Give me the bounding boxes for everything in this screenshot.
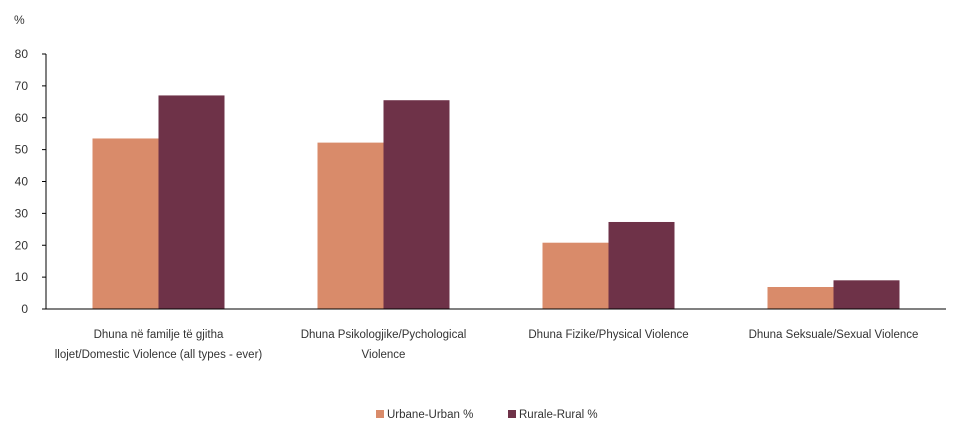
bar-rural-3: [833, 280, 900, 309]
x-category-label: Dhuna Psikologjike/Pychological: [301, 329, 467, 341]
y-tick-label: 0: [21, 302, 28, 316]
y-tick-label: 70: [15, 79, 29, 93]
bar-rural-0: [158, 95, 225, 309]
x-category-label: llojet/Domestic Violence (all types - ev…: [55, 349, 263, 361]
bar-urban-0: [92, 138, 159, 309]
bar-urban-3: [767, 287, 834, 309]
legend-swatch: [376, 410, 384, 418]
y-axis-label: %: [14, 13, 25, 27]
x-category-label: Dhuna Seksuale/Sexual Violence: [749, 329, 919, 341]
legend-swatch: [508, 410, 516, 418]
x-category-label: Dhuna Fizike/Physical Violence: [528, 329, 688, 341]
x-axis-labels: Dhuna në familje të gjitha llojet/Domesti…: [55, 329, 919, 361]
bar-rural-1: [383, 100, 450, 309]
y-tick-label: 40: [15, 175, 29, 189]
legend-label: Urbane-Urban %: [387, 409, 473, 421]
y-tick-label: 60: [15, 111, 29, 125]
x-category-label: Dhuna në familje të gjitha: [94, 329, 224, 341]
legend: Urbane-Urban % Rurale-Rural %: [376, 409, 598, 421]
y-tick-label: 30: [15, 206, 29, 220]
legend-label: Rurale-Rural %: [519, 409, 598, 421]
y-tick-label: 80: [15, 47, 29, 61]
bar-urban-2: [542, 242, 609, 309]
y-tick-label: 10: [15, 270, 29, 284]
bar-rural-2: [608, 221, 675, 309]
bar-urban-1: [317, 142, 384, 309]
y-tick-label: 50: [15, 143, 29, 157]
y-axis-ticks: 0 10 20 30 40 50 60 70 80: [15, 47, 46, 316]
bars: [92, 95, 900, 309]
y-tick-label: 20: [15, 238, 29, 252]
x-category-label: Violence: [362, 349, 406, 361]
